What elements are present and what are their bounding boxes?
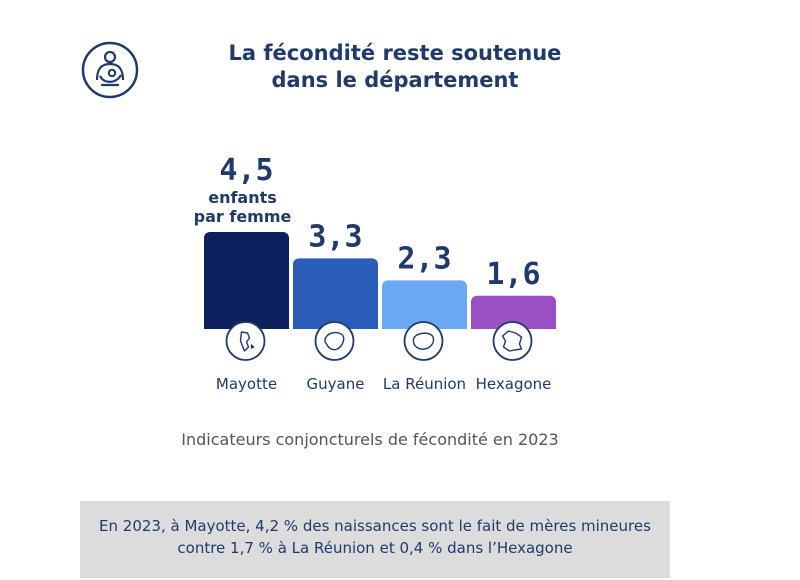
- bar-guyane: [293, 258, 378, 339]
- note-line-2: contre 1,7 % à La Réunion et 0,4 % dans …: [177, 539, 573, 557]
- title-line-2: dans le département: [271, 68, 519, 92]
- page-title: La fécondité reste soutenue dans le dépa…: [200, 40, 590, 94]
- category-label: Hexagone: [476, 375, 552, 393]
- guyane-map-icon: [314, 321, 355, 361]
- category-label: Mayotte: [216, 375, 277, 393]
- bar-mayotte: [204, 232, 289, 339]
- value-label: 3,3: [308, 219, 362, 254]
- value-label: 1,6: [486, 257, 540, 292]
- mayotte-map-icon: [225, 321, 266, 361]
- info-note-box: En 2023, à Mayotte, 4,2 % des naissances…: [80, 501, 670, 578]
- chart-caption: Indicateurs conjoncturels de fécondité e…: [181, 430, 559, 449]
- title-line-1: La fécondité reste soutenue: [228, 41, 562, 65]
- unit-label-line-2: par femme: [194, 207, 292, 226]
- bar-la-réunion: [382, 280, 467, 339]
- note-line-1: En 2023, à Mayotte, 4,2 % des naissances…: [99, 517, 651, 535]
- france-map-icon: [492, 321, 533, 361]
- mother-child-icon: [81, 41, 139, 99]
- category-label: La Réunion: [383, 375, 466, 393]
- category-label: Guyane: [307, 375, 365, 393]
- value-label: 2,3: [397, 241, 451, 276]
- unit-label-line-1: enfants: [208, 188, 277, 207]
- value-label: 4,5: [219, 153, 273, 188]
- bar-hexagone: [471, 295, 556, 339]
- reunion-map-icon: [403, 321, 444, 361]
